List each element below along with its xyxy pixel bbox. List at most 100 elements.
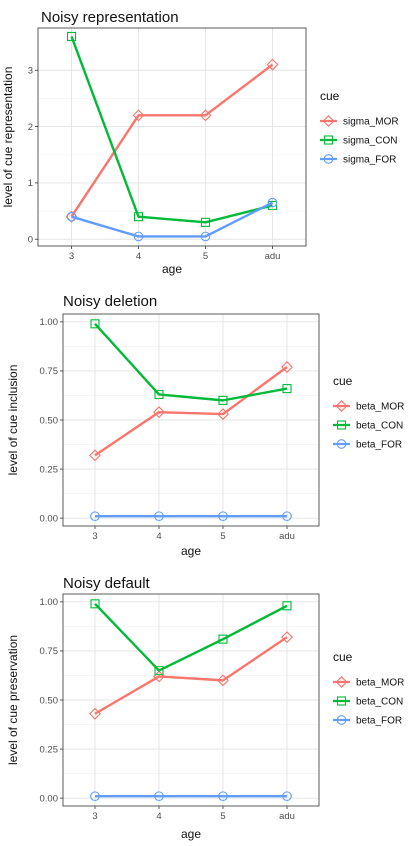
plot-panel bbox=[38, 28, 306, 246]
legend-title: cue bbox=[333, 650, 353, 664]
legend-marker bbox=[323, 135, 334, 145]
data-point bbox=[267, 197, 278, 208]
x-tick-label: 3 bbox=[92, 531, 97, 542]
y-tick-label: 0 bbox=[28, 235, 33, 246]
x-tick-label: 3 bbox=[69, 251, 74, 262]
legend-marker bbox=[335, 400, 348, 412]
series-sigma_FOR bbox=[66, 197, 278, 242]
data-point bbox=[133, 231, 144, 242]
y-axis-label: level of cue preservation bbox=[6, 635, 20, 765]
legend-title: cue bbox=[320, 89, 340, 103]
y-tick-label: 1.00 bbox=[40, 317, 59, 328]
series-line bbox=[94, 366, 288, 457]
data-point bbox=[217, 674, 229, 687]
series-beta_FOR bbox=[90, 791, 292, 802]
legend-label: sigma_CON bbox=[343, 136, 397, 147]
legend-key-sigma_MOR: sigma_MOR bbox=[320, 115, 399, 128]
data-point bbox=[154, 791, 164, 802]
data-point bbox=[282, 511, 292, 522]
chart-title: Noisy deletion bbox=[63, 293, 157, 310]
series-beta_CON bbox=[90, 599, 292, 676]
y-tick-label: 0.00 bbox=[40, 793, 59, 804]
data-point bbox=[90, 511, 100, 522]
legend-marker bbox=[336, 439, 347, 449]
legend-key-beta_CON: beta_CON bbox=[333, 420, 403, 432]
data-point bbox=[282, 791, 292, 802]
x-tick-label: 4 bbox=[136, 251, 141, 262]
y-tick-label: 3 bbox=[28, 66, 33, 77]
legend-key-sigma_FOR: sigma_FOR bbox=[320, 154, 396, 166]
data-point bbox=[153, 406, 165, 419]
legend-label: beta_CON bbox=[356, 697, 403, 708]
legend-marker bbox=[336, 715, 347, 725]
y-tick-label: 0.75 bbox=[40, 646, 59, 657]
series-line bbox=[70, 36, 273, 224]
data-point bbox=[90, 319, 100, 329]
plot-border bbox=[37, 27, 307, 247]
data-point bbox=[66, 211, 77, 222]
data-point bbox=[90, 599, 100, 609]
chart-3: Noisy default 0.00 0.25 0.50 0.75 1.00 3 4 5 adu a… bbox=[6, 575, 404, 841]
x-tick-label: 3 bbox=[92, 811, 97, 822]
series-beta_CON bbox=[90, 319, 292, 405]
x-tick-label: adu bbox=[279, 531, 295, 542]
legend-label: beta_CON bbox=[356, 421, 403, 432]
y-axis-label: level of cue representation bbox=[1, 67, 15, 208]
x-tick-label: 5 bbox=[220, 531, 225, 542]
data-point bbox=[218, 395, 228, 405]
data-point bbox=[282, 601, 292, 611]
legend-key-beta_FOR: beta_FOR bbox=[333, 439, 402, 451]
x-tick-label: 4 bbox=[156, 811, 161, 822]
data-point bbox=[199, 109, 212, 122]
legend-key-beta_CON: beta_CON bbox=[333, 696, 403, 708]
chart-title: Noisy default bbox=[63, 575, 151, 592]
series-line bbox=[94, 636, 288, 715]
x-axis-label: age bbox=[181, 827, 201, 841]
legend-label: beta_MOR bbox=[356, 678, 404, 689]
legend: cue beta_MOR beta_CON beta_FOR bbox=[333, 374, 404, 451]
y-tick-label: 0.25 bbox=[40, 744, 59, 755]
data-point bbox=[266, 58, 279, 71]
legend-key-beta_MOR: beta_MOR bbox=[333, 676, 404, 689]
data-point bbox=[66, 31, 77, 41]
data-point bbox=[218, 511, 228, 522]
series-beta_MOR bbox=[89, 361, 293, 462]
chart-2: Noisy deletion 0.00 0.25 0.50 0.75 1.00 3 4 5 adu… bbox=[6, 293, 404, 558]
legend: cue sigma_MOR sigma_CON sigma_FOR bbox=[320, 89, 399, 166]
legend-marker bbox=[335, 676, 348, 688]
x-tick-label: adu bbox=[279, 811, 295, 822]
series-line bbox=[70, 63, 274, 218]
chart-1: Noisy representation 0 1 2 3 3 4 5 adu age level o… bbox=[1, 9, 399, 276]
y-tick-label: 1.00 bbox=[40, 597, 59, 608]
data-point bbox=[281, 361, 293, 373]
data-point bbox=[154, 511, 164, 522]
y-tick-label: 0.50 bbox=[40, 695, 59, 706]
series-line bbox=[71, 201, 274, 238]
x-axis-label: age bbox=[181, 544, 201, 558]
data-point bbox=[217, 408, 229, 421]
legend-label: sigma_FOR bbox=[343, 155, 396, 166]
series-line bbox=[94, 602, 288, 672]
y-tick-label: 0.50 bbox=[40, 415, 59, 426]
data-point bbox=[132, 109, 145, 122]
legend-key-sigma_CON: sigma_CON bbox=[320, 135, 397, 147]
series-sigma_MOR bbox=[65, 58, 279, 223]
series-line bbox=[94, 323, 288, 402]
legend-key-beta_MOR: beta_MOR bbox=[333, 400, 404, 413]
data-point bbox=[282, 384, 292, 394]
legend-title: cue bbox=[333, 374, 353, 388]
x-tick-label: adu bbox=[265, 251, 281, 262]
series-beta_MOR bbox=[89, 631, 293, 720]
legend-key-beta_FOR: beta_FOR bbox=[333, 715, 402, 727]
data-point bbox=[89, 449, 101, 462]
data-point bbox=[218, 791, 228, 802]
x-tick-label: 4 bbox=[156, 531, 161, 542]
data-point bbox=[200, 231, 211, 242]
y-tick-label: 0.75 bbox=[40, 366, 59, 377]
y-tick-label: 0.25 bbox=[40, 464, 59, 475]
legend-marker bbox=[323, 154, 334, 164]
data-point bbox=[218, 634, 228, 644]
data-point bbox=[89, 707, 101, 720]
legend-label: sigma_MOR bbox=[343, 117, 399, 128]
